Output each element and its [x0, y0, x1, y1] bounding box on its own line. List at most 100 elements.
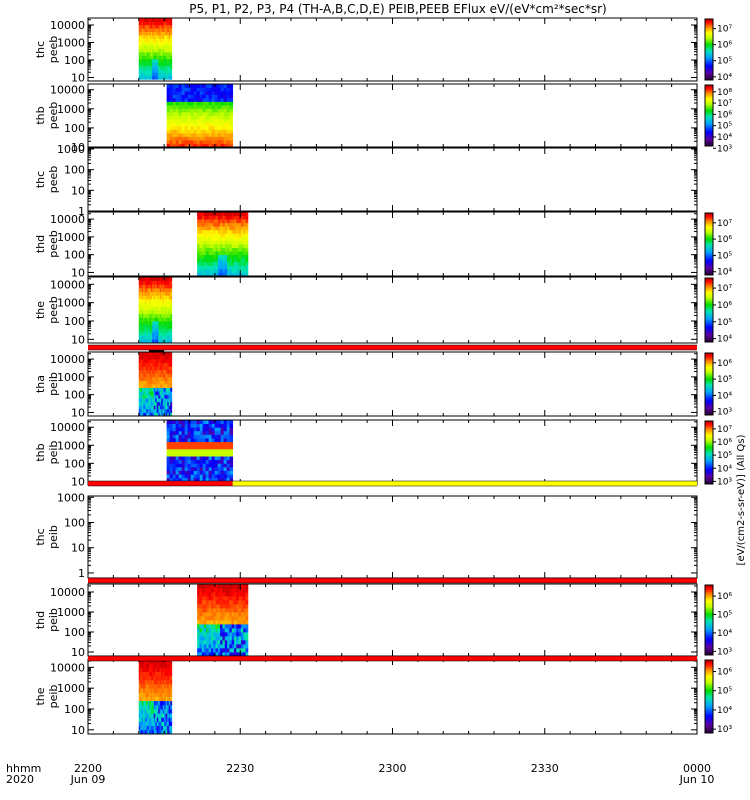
- spectrogram-cell: [165, 675, 168, 681]
- spectrogram-cell: [170, 369, 173, 374]
- spectrogram-cell: [199, 251, 203, 256]
- spectrogram-cell: [231, 254, 235, 259]
- spectrogram-cell: [187, 105, 192, 109]
- spectrogram-cell: [172, 129, 177, 134]
- spectrogram-cell: [172, 423, 177, 428]
- spectrogram-cell: [150, 412, 153, 417]
- spectrogram-cell: [202, 459, 207, 464]
- spectrogram-cell: [156, 692, 159, 697]
- spectrogram-cell: [222, 640, 226, 645]
- spectrogram-cell: [202, 101, 207, 106]
- spectrogram-cell: [168, 299, 171, 304]
- spectrogram-cell: [231, 620, 235, 625]
- spectrogram-cell: [167, 48, 170, 53]
- spectrogram-cell: [236, 268, 240, 273]
- spectrogram-cell: [229, 272, 233, 277]
- spectrogram-cell: [150, 28, 153, 33]
- spectrogram-cell: [215, 254, 219, 259]
- spectrogram-cell: [202, 94, 207, 99]
- spectrogram-cell: [155, 401, 158, 406]
- spectrogram-cell: [206, 640, 210, 645]
- spectrogram-cell: [245, 592, 249, 597]
- colorbar-tick-label: 10⁷: [717, 219, 732, 229]
- spectrogram-cell: [164, 75, 167, 80]
- colorbar-cell: [705, 460, 713, 463]
- spectrogram-cell: [162, 306, 165, 311]
- spectrogram-cell: [138, 277, 141, 282]
- spectrogram-cell: [150, 328, 153, 333]
- spectrogram-cell: [178, 452, 183, 457]
- spectrogram-cell: [144, 280, 147, 285]
- spectrogram-cell: [155, 41, 158, 46]
- spectrogram-cell: [165, 405, 168, 410]
- spectrogram-cell: [167, 31, 170, 36]
- spectrogram-cell: [168, 328, 171, 333]
- spectrogram-cell: [146, 35, 149, 39]
- spectrogram-cell: [217, 84, 222, 88]
- spectrogram-cell: [206, 624, 210, 629]
- spectrogram-cell: [164, 373, 167, 378]
- spectrogram-cell: [161, 324, 164, 329]
- spectrogram-cell: [172, 122, 177, 127]
- spectrogram-cell: [158, 412, 161, 417]
- colorbar-cell: [705, 680, 713, 683]
- spectrogram-cell: [222, 644, 226, 649]
- spectrogram-cell: [217, 98, 222, 102]
- spectrogram-cell: [201, 588, 205, 593]
- spectrogram-cell: [243, 596, 246, 601]
- spectrogram-cell: [168, 306, 171, 311]
- colorbar-tick-label: 10⁴: [717, 133, 732, 143]
- panel-probe-label: thc: [34, 171, 47, 188]
- spectrogram-cell: [141, 28, 144, 33]
- spectrogram-cell: [201, 608, 205, 613]
- spectrogram-cell: [167, 713, 170, 718]
- panel-instrument-label: peeb: [47, 296, 60, 324]
- spectrogram-cell: [138, 328, 141, 333]
- colorbar-cell: [705, 621, 713, 624]
- colorbar-cell: [705, 244, 713, 247]
- spectrogram-cell: [231, 604, 235, 609]
- colorbar-frame: [704, 84, 714, 147]
- colorbar-cell: [705, 216, 713, 219]
- spectrogram-cell: [201, 604, 205, 609]
- spectrogram-cell: [159, 376, 162, 381]
- colorbar-cell: [705, 439, 713, 442]
- spectrogram-cell: [156, 679, 159, 685]
- colorbar-cell: [705, 121, 713, 124]
- spectrogram-cell: [165, 709, 168, 714]
- colorbar-cell: [705, 363, 713, 366]
- spectrogram-cell: [141, 688, 144, 693]
- spectrogram-cell: [201, 265, 205, 270]
- spectrogram-cell: [150, 339, 153, 344]
- spectrogram-cell: [141, 58, 144, 63]
- spectrogram-cell: [206, 612, 210, 617]
- spectrogram-cell: [147, 384, 150, 388]
- spectrogram-cell: [146, 376, 149, 381]
- y-tick-label: 100: [64, 54, 85, 67]
- spectrogram-cell: [245, 268, 249, 273]
- spectrogram-cell: [229, 233, 233, 238]
- spectrogram-cell: [155, 328, 158, 333]
- spectrogram-cell: [226, 91, 231, 95]
- spectrogram-cell: [193, 126, 198, 130]
- spectrogram-cell: [150, 384, 153, 388]
- spectrogram-cell: [153, 684, 156, 689]
- colorbar-cell: [705, 23, 713, 26]
- spectrogram-cell: [162, 313, 165, 318]
- spectrogram-cell: [220, 632, 223, 637]
- colorbar-cell: [705, 729, 713, 732]
- spectrogram-cell: [222, 620, 226, 625]
- spectrogram-cell: [168, 288, 171, 293]
- spectrogram-cell: [172, 445, 177, 450]
- colorbar-cell: [705, 19, 713, 22]
- spectrogram-cell: [147, 277, 150, 282]
- spectrogram-cell: [202, 438, 207, 443]
- spectrogram-cell: [211, 115, 216, 120]
- spectrogram-cell: [138, 75, 141, 80]
- spectrogram-cell: [144, 21, 147, 26]
- spectrogram-cell: [141, 72, 144, 77]
- colorbar-cell: [705, 384, 713, 387]
- spectrogram-cell: [164, 671, 167, 677]
- spectrogram-cell: [229, 91, 234, 95]
